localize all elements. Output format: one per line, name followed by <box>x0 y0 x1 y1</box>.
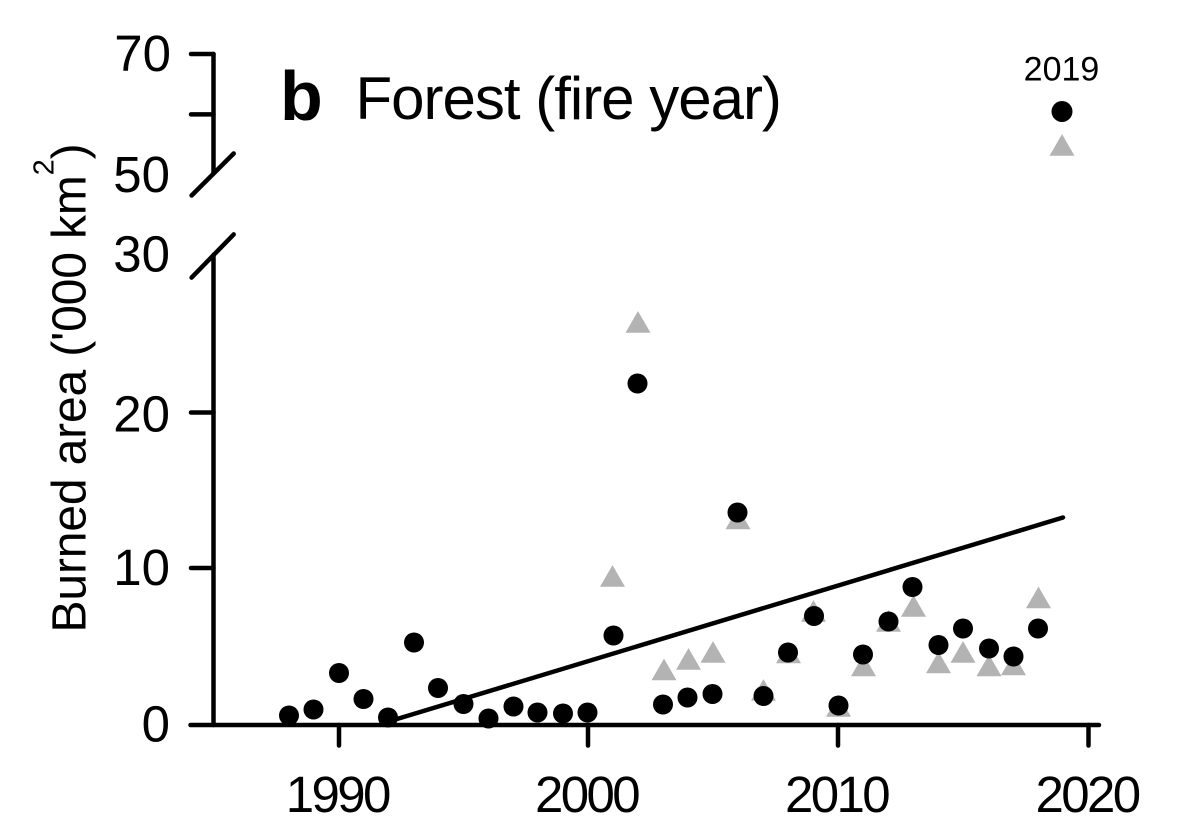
svg-text:30: 30 <box>113 226 170 283</box>
svg-text:b: b <box>280 57 323 135</box>
svg-text:2020: 2020 <box>1035 766 1139 823</box>
svg-text:50: 50 <box>113 146 170 203</box>
svg-text:1990: 1990 <box>286 766 390 823</box>
svg-text:0: 0 <box>142 696 170 753</box>
svg-text:70: 70 <box>114 25 171 82</box>
svg-text:2010: 2010 <box>785 766 889 823</box>
svg-text:10: 10 <box>113 539 170 596</box>
svg-text:2019: 2019 <box>1024 51 1100 89</box>
svg-text:20: 20 <box>113 386 170 443</box>
svg-text:2000: 2000 <box>535 766 639 823</box>
svg-text:Forest (fire year): Forest (fire year) <box>356 65 781 132</box>
